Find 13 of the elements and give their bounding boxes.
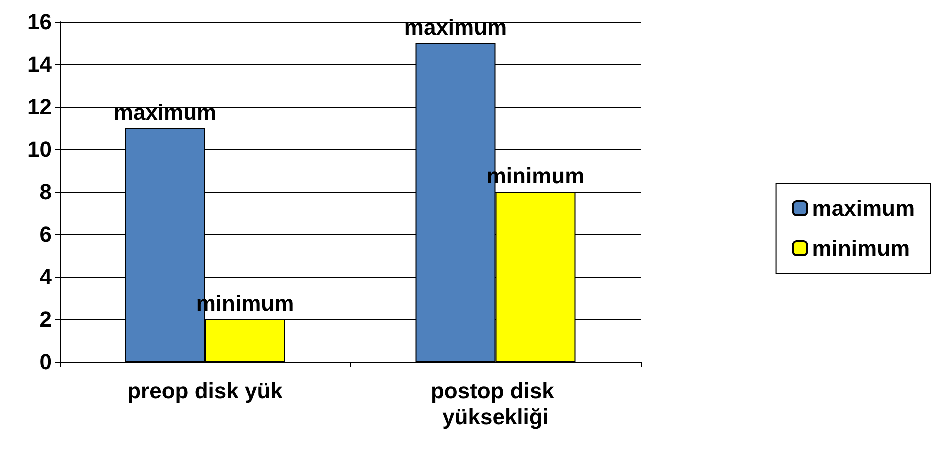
y-tick-label: 12 [28,94,52,120]
y-tick-label: 10 [28,137,52,162]
y-tick-label: 8 [40,180,52,204]
x-tick-label: preop disk yük [128,378,284,404]
y-tick-label: 0 [40,350,52,374]
y-tick-label: 4 [40,264,53,290]
y-tick-label: 2 [40,307,52,332]
y-tick-label: 6 [40,222,52,247]
y-tick-label: 16 [28,10,52,34]
y-tick-label: 14 [28,52,53,77]
legend-label: minimum [812,236,910,261]
legend-label: maximum [812,196,916,221]
x-tick-label: postop disk yüksekliği [430,378,561,430]
